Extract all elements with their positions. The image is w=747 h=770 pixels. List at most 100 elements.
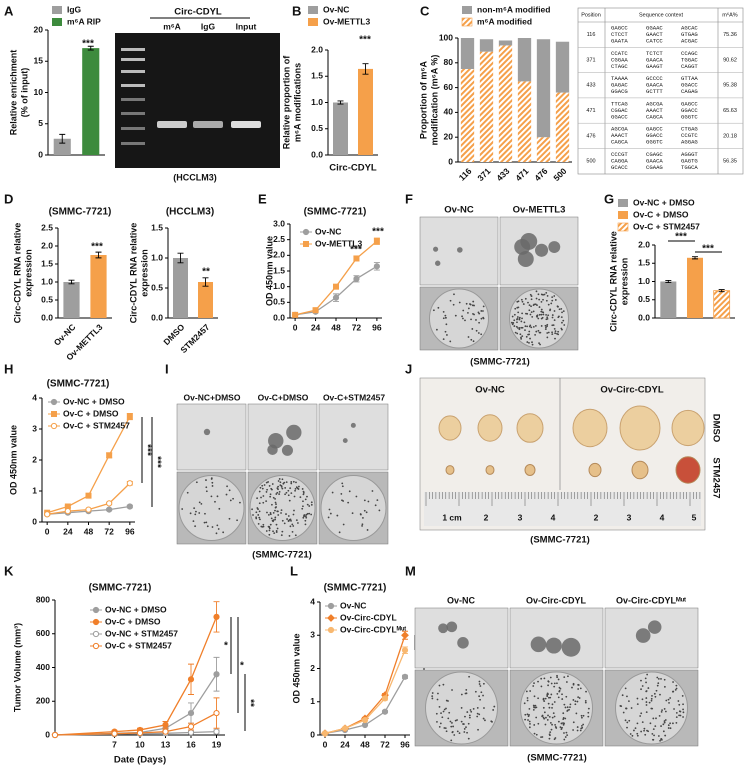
annotation: *** — [350, 245, 362, 256]
colony-dot — [538, 342, 540, 345]
colony-dot — [675, 711, 678, 714]
sequence-word: GGGTC — [646, 139, 663, 146]
colony-dot — [526, 341, 529, 343]
sequence-word: CCAGC — [681, 50, 698, 57]
colony-dot — [480, 691, 483, 694]
y-tick-label: 1.0 — [273, 281, 285, 291]
colony-dot — [267, 525, 270, 528]
colony-dot — [678, 714, 680, 717]
colony-dot — [662, 730, 665, 733]
colony-dot — [514, 307, 517, 310]
colony-dot — [205, 521, 208, 524]
colony-dot — [538, 306, 541, 308]
colony-dot — [672, 722, 674, 725]
colony-dot — [475, 319, 477, 321]
colony-dot — [467, 307, 470, 310]
colony-dot — [449, 340, 452, 343]
colony-dot — [289, 525, 292, 528]
marker — [187, 709, 195, 717]
colony-dot — [557, 330, 560, 333]
colony-dot — [466, 711, 469, 713]
photo-label: Ov-C+DMSO — [258, 392, 309, 402]
annotation: *** — [82, 39, 94, 50]
colony-dot — [361, 523, 364, 526]
colony-dot — [665, 699, 668, 702]
colony-dot — [228, 517, 231, 520]
colony-dot — [547, 714, 549, 717]
colony-dot — [267, 513, 270, 516]
colony-dot — [639, 715, 642, 717]
colony-dot — [534, 704, 537, 707]
colony-dot — [549, 731, 552, 734]
colony-dot — [444, 314, 447, 317]
colony-dot — [226, 485, 228, 488]
colony-dot — [265, 530, 268, 532]
y-tick-label: 0 — [45, 729, 50, 739]
colony-dot — [520, 337, 523, 340]
colony-dot — [298, 485, 300, 488]
colony-dot — [558, 308, 561, 311]
colony-dot — [284, 487, 287, 489]
colony-dot — [640, 712, 643, 715]
colony-dot — [441, 716, 444, 719]
colony-dot — [554, 332, 557, 335]
colony — [635, 628, 651, 643]
colony-dot — [376, 499, 379, 502]
colony-dot — [513, 313, 516, 316]
colony-dot — [374, 504, 377, 507]
colony-dot — [204, 512, 206, 515]
colony-dot — [295, 481, 297, 484]
colony-dot — [478, 713, 481, 716]
colony-dot — [525, 312, 527, 315]
colony-dot — [516, 318, 518, 321]
colony-dot — [278, 490, 281, 493]
photo-label: Ov-NC — [475, 385, 505, 396]
colony-dot — [548, 737, 551, 740]
colony-dot — [273, 532, 276, 534]
marker — [341, 725, 349, 732]
colony-dot — [287, 489, 290, 492]
y-tick-label: 1.0 — [638, 276, 650, 286]
y-tick-label: 0.5 — [41, 294, 53, 304]
photo-label: Ov-Circ-CDYLᴹᵘᵗ — [616, 595, 686, 605]
colony-dot — [657, 735, 660, 737]
colony-dot — [640, 688, 642, 691]
tumor — [524, 464, 536, 476]
colony-dot — [576, 700, 579, 703]
colony-dot — [534, 333, 537, 336]
colony-dot — [270, 517, 273, 520]
colony-dot — [475, 329, 478, 332]
colony-dot — [275, 530, 278, 532]
error-bar — [177, 252, 184, 264]
series-line — [54, 616, 218, 736]
marker — [126, 480, 133, 487]
colony-dot — [292, 513, 295, 516]
colony-dot — [538, 313, 541, 316]
table-cell: 500 — [586, 159, 595, 165]
colony-dot — [659, 693, 661, 696]
y-tick-label: 3 — [310, 630, 315, 640]
legend-swatch — [618, 211, 628, 219]
colony-dot — [553, 701, 556, 703]
y-tick-label: 1 — [32, 485, 37, 495]
legend-label: IgG — [67, 4, 82, 14]
colony-dot — [289, 518, 292, 521]
colony-dot — [636, 722, 639, 725]
colony-dot — [271, 503, 273, 506]
colony-dot — [262, 495, 265, 497]
caption: (HCCLM3) — [173, 172, 217, 182]
colony-dot — [523, 702, 526, 705]
colony-dot — [277, 514, 280, 516]
colony-dot — [517, 327, 519, 329]
lane-label: Input — [236, 21, 257, 31]
series-line — [54, 712, 217, 736]
sequence-word: CCCGT — [611, 151, 628, 158]
colony-dot — [547, 702, 550, 705]
colony-dot — [660, 738, 662, 741]
gel-band — [193, 121, 223, 128]
marker — [187, 676, 195, 683]
colony-dot — [266, 488, 269, 491]
sequence-word: AAACT — [611, 132, 628, 139]
colony-dot — [480, 333, 483, 336]
